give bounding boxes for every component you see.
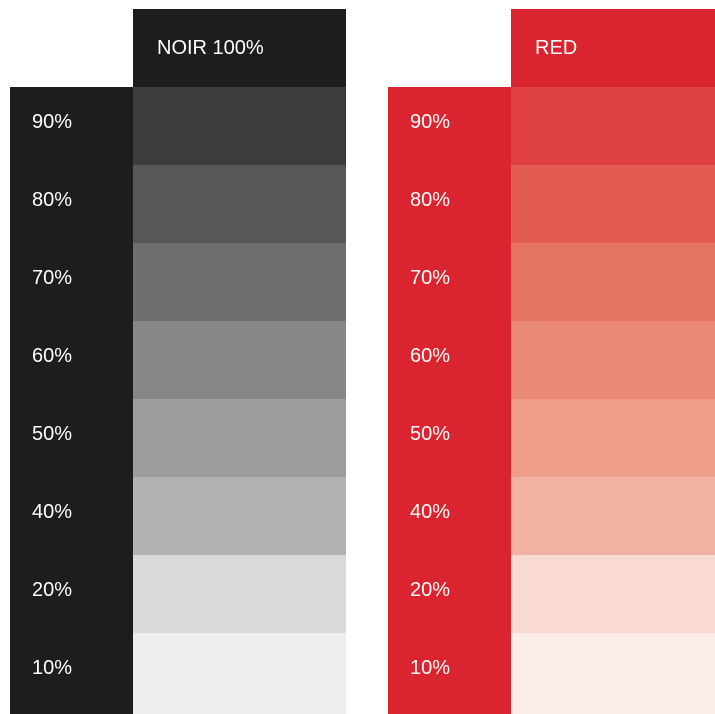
- palette-noir-swatch-10: [133, 633, 346, 714]
- palette-red-swatch-column: [511, 87, 715, 714]
- palette-noir-label-70: 70%: [32, 267, 73, 289]
- palette-noir-label-40: 40%: [32, 501, 73, 523]
- palette-red-label-90: 90%: [410, 111, 451, 133]
- palette-red-label-20: 20%: [410, 579, 451, 601]
- palette-red-swatch-40: [511, 477, 715, 555]
- palette-red-swatch-50: [511, 399, 715, 477]
- palette-red-swatch-80: [511, 165, 715, 243]
- palette-noir-swatch-70: [133, 243, 346, 321]
- palette-red-label-40: 40%: [410, 501, 451, 523]
- palette-noir-label-10: 10%: [32, 657, 73, 679]
- palette-noir-swatch-40: [133, 477, 346, 555]
- palette-noir-swatch-60: [133, 321, 346, 399]
- palette-red-title: RED: [511, 9, 715, 87]
- palette-noir-label-60: 60%: [32, 345, 73, 367]
- palette-noir-swatch-90: [133, 87, 346, 165]
- palette-red-label-80: 80%: [410, 189, 451, 211]
- palette-red-swatch-70: [511, 243, 715, 321]
- palette-noir-swatch-column: [133, 87, 346, 714]
- palette-red-swatch-10: [511, 633, 715, 714]
- palette-noir-label-column: 90% 80% 70% 60% 50% 40% 20% 10%: [10, 87, 133, 714]
- palette-red-label-10: 10%: [410, 657, 451, 679]
- palette-noir-label-20: 20%: [32, 579, 73, 601]
- palette-red-label-70: 70%: [410, 267, 451, 289]
- palette-red-swatch-60: [511, 321, 715, 399]
- palette-noir-swatch-20: [133, 555, 346, 633]
- palette-noir-label-50: 50%: [32, 423, 73, 445]
- palette-red-label-50: 50%: [410, 423, 451, 445]
- palette-noir-label-90: 90%: [32, 111, 73, 133]
- palette-noir-swatch-80: [133, 165, 346, 243]
- palette-noir-title: NOIR 100%: [133, 9, 346, 87]
- palette-red-label-column: 90% 80% 70% 60% 50% 40% 20% 10%: [388, 87, 511, 714]
- palette-red-swatch-20: [511, 555, 715, 633]
- palette-red-swatch-90: [511, 87, 715, 165]
- palette-noir-swatch-50: [133, 399, 346, 477]
- palette-red-label-60: 60%: [410, 345, 451, 367]
- palette-noir-label-80: 80%: [32, 189, 73, 211]
